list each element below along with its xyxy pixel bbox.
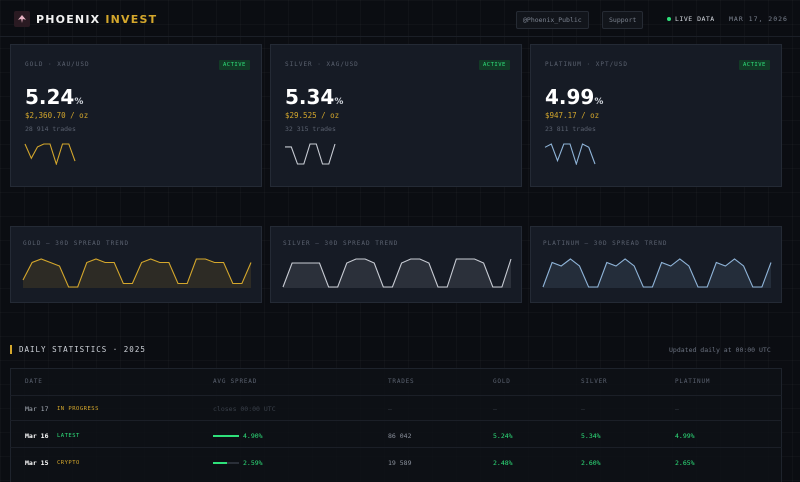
trade-count: 32 315 trades	[285, 125, 336, 133]
brand: PHOENIX INVEST	[36, 13, 157, 26]
spread-bar	[213, 462, 227, 464]
cell-silver: 5.34%	[581, 432, 601, 440]
column-header: TRADES	[388, 378, 415, 385]
column-header: DATE	[25, 378, 43, 385]
trend-line	[285, 143, 336, 165]
avg-spread: 2.59%	[243, 459, 263, 467]
trend-title: SILVER — 30D SPREAD TREND	[283, 240, 399, 247]
support-link[interactable]: Support	[602, 11, 644, 29]
row-tag: CRYPTO	[57, 460, 80, 466]
column-header: PLATINUM	[675, 378, 711, 385]
column-header: SILVER	[581, 378, 608, 385]
cell-silver: 2.60%	[581, 459, 601, 467]
cell-gold: 2.48%	[493, 459, 513, 467]
sparkline	[24, 143, 76, 165]
trend-line	[542, 258, 772, 288]
date: MAR 17, 2026	[729, 15, 788, 23]
row-divider	[10, 395, 782, 396]
card-label: SILVER · XAG/USD	[285, 61, 359, 68]
row-divider	[10, 447, 782, 448]
spread-unit: %	[74, 97, 84, 107]
trend-area	[543, 259, 771, 288]
row-tag: IN PROGRESS	[57, 406, 99, 412]
column-header: AVG SPREAD	[213, 378, 258, 385]
trade-count: 28 914 trades	[25, 125, 76, 133]
trade-count: 23 811 trades	[545, 125, 596, 133]
trend-line	[282, 258, 512, 288]
trend-panel	[10, 226, 262, 303]
trend-panel	[530, 226, 782, 303]
sparkline	[22, 258, 252, 288]
avg-spread: closes 00:00 UTC	[213, 405, 276, 413]
status-badge: ACTIVE	[219, 60, 250, 70]
trend-panel	[270, 226, 522, 303]
trend-title: GOLD — 30D SPREAD TREND	[23, 240, 130, 247]
row-divider	[10, 420, 782, 421]
price: $947.17 / oz	[545, 111, 600, 120]
spread-number: 5.34	[285, 85, 335, 109]
cell-gold: —	[493, 405, 497, 413]
price: $2,360.70 / oz	[25, 111, 89, 120]
cell-platinum: 4.99%	[675, 432, 695, 440]
logo	[14, 11, 30, 27]
cell-platinum: —	[675, 405, 679, 413]
trend-line	[544, 143, 596, 165]
row-tag: LATEST	[57, 433, 80, 439]
brand-accent: INVEST	[105, 13, 158, 26]
spread-number: 5.24	[25, 85, 75, 109]
sparkline	[282, 258, 512, 288]
cell-trades: —	[388, 405, 392, 413]
brand-name: PHOENIX	[36, 13, 101, 26]
column-header: GOLD	[493, 378, 511, 385]
card-label: PLATINUM · XPT/USD	[545, 61, 629, 68]
spread-value: 5.24%	[25, 85, 83, 109]
spread-bar	[213, 435, 239, 437]
card-label: GOLD · XAU/USD	[25, 61, 90, 68]
spread-unit: %	[334, 97, 344, 107]
stats-table	[10, 368, 782, 482]
sparkline	[542, 258, 772, 288]
row-date: Mar 17	[25, 405, 49, 413]
header	[0, 0, 800, 37]
row-date: Mar 16	[25, 432, 49, 440]
row-date: Mar 15	[25, 459, 49, 467]
cell-trades: 86 042	[388, 432, 412, 440]
status-badge: ACTIVE	[479, 60, 510, 70]
section-title: DAILY STATISTICS · 2025	[10, 345, 146, 354]
update-note: Updated daily at 00:00 UTC	[669, 346, 771, 354]
social-link[interactable]: @Phoenix_Public	[516, 11, 589, 29]
spread-value: 5.34%	[285, 85, 343, 109]
cell-trades: 19 589	[388, 459, 412, 467]
sparkline	[285, 143, 336, 165]
avg-spread: 4.90%	[243, 432, 263, 440]
cell-gold: 5.24%	[493, 432, 513, 440]
trend-line	[22, 258, 252, 288]
trend-title: PLATINUM — 30D SPREAD TREND	[543, 240, 668, 247]
trend-line	[24, 143, 76, 165]
live-status: LIVE DATA	[675, 15, 715, 23]
live-dot	[667, 17, 671, 21]
cell-silver: —	[581, 405, 585, 413]
sparkline	[544, 143, 596, 165]
price: $29.525 / oz	[285, 111, 340, 120]
status-badge: ACTIVE	[739, 60, 770, 70]
spread-value: 4.99%	[545, 85, 603, 109]
spread-unit: %	[594, 97, 604, 107]
cell-platinum: 2.65%	[675, 459, 695, 467]
spread-number: 4.99	[545, 85, 595, 109]
